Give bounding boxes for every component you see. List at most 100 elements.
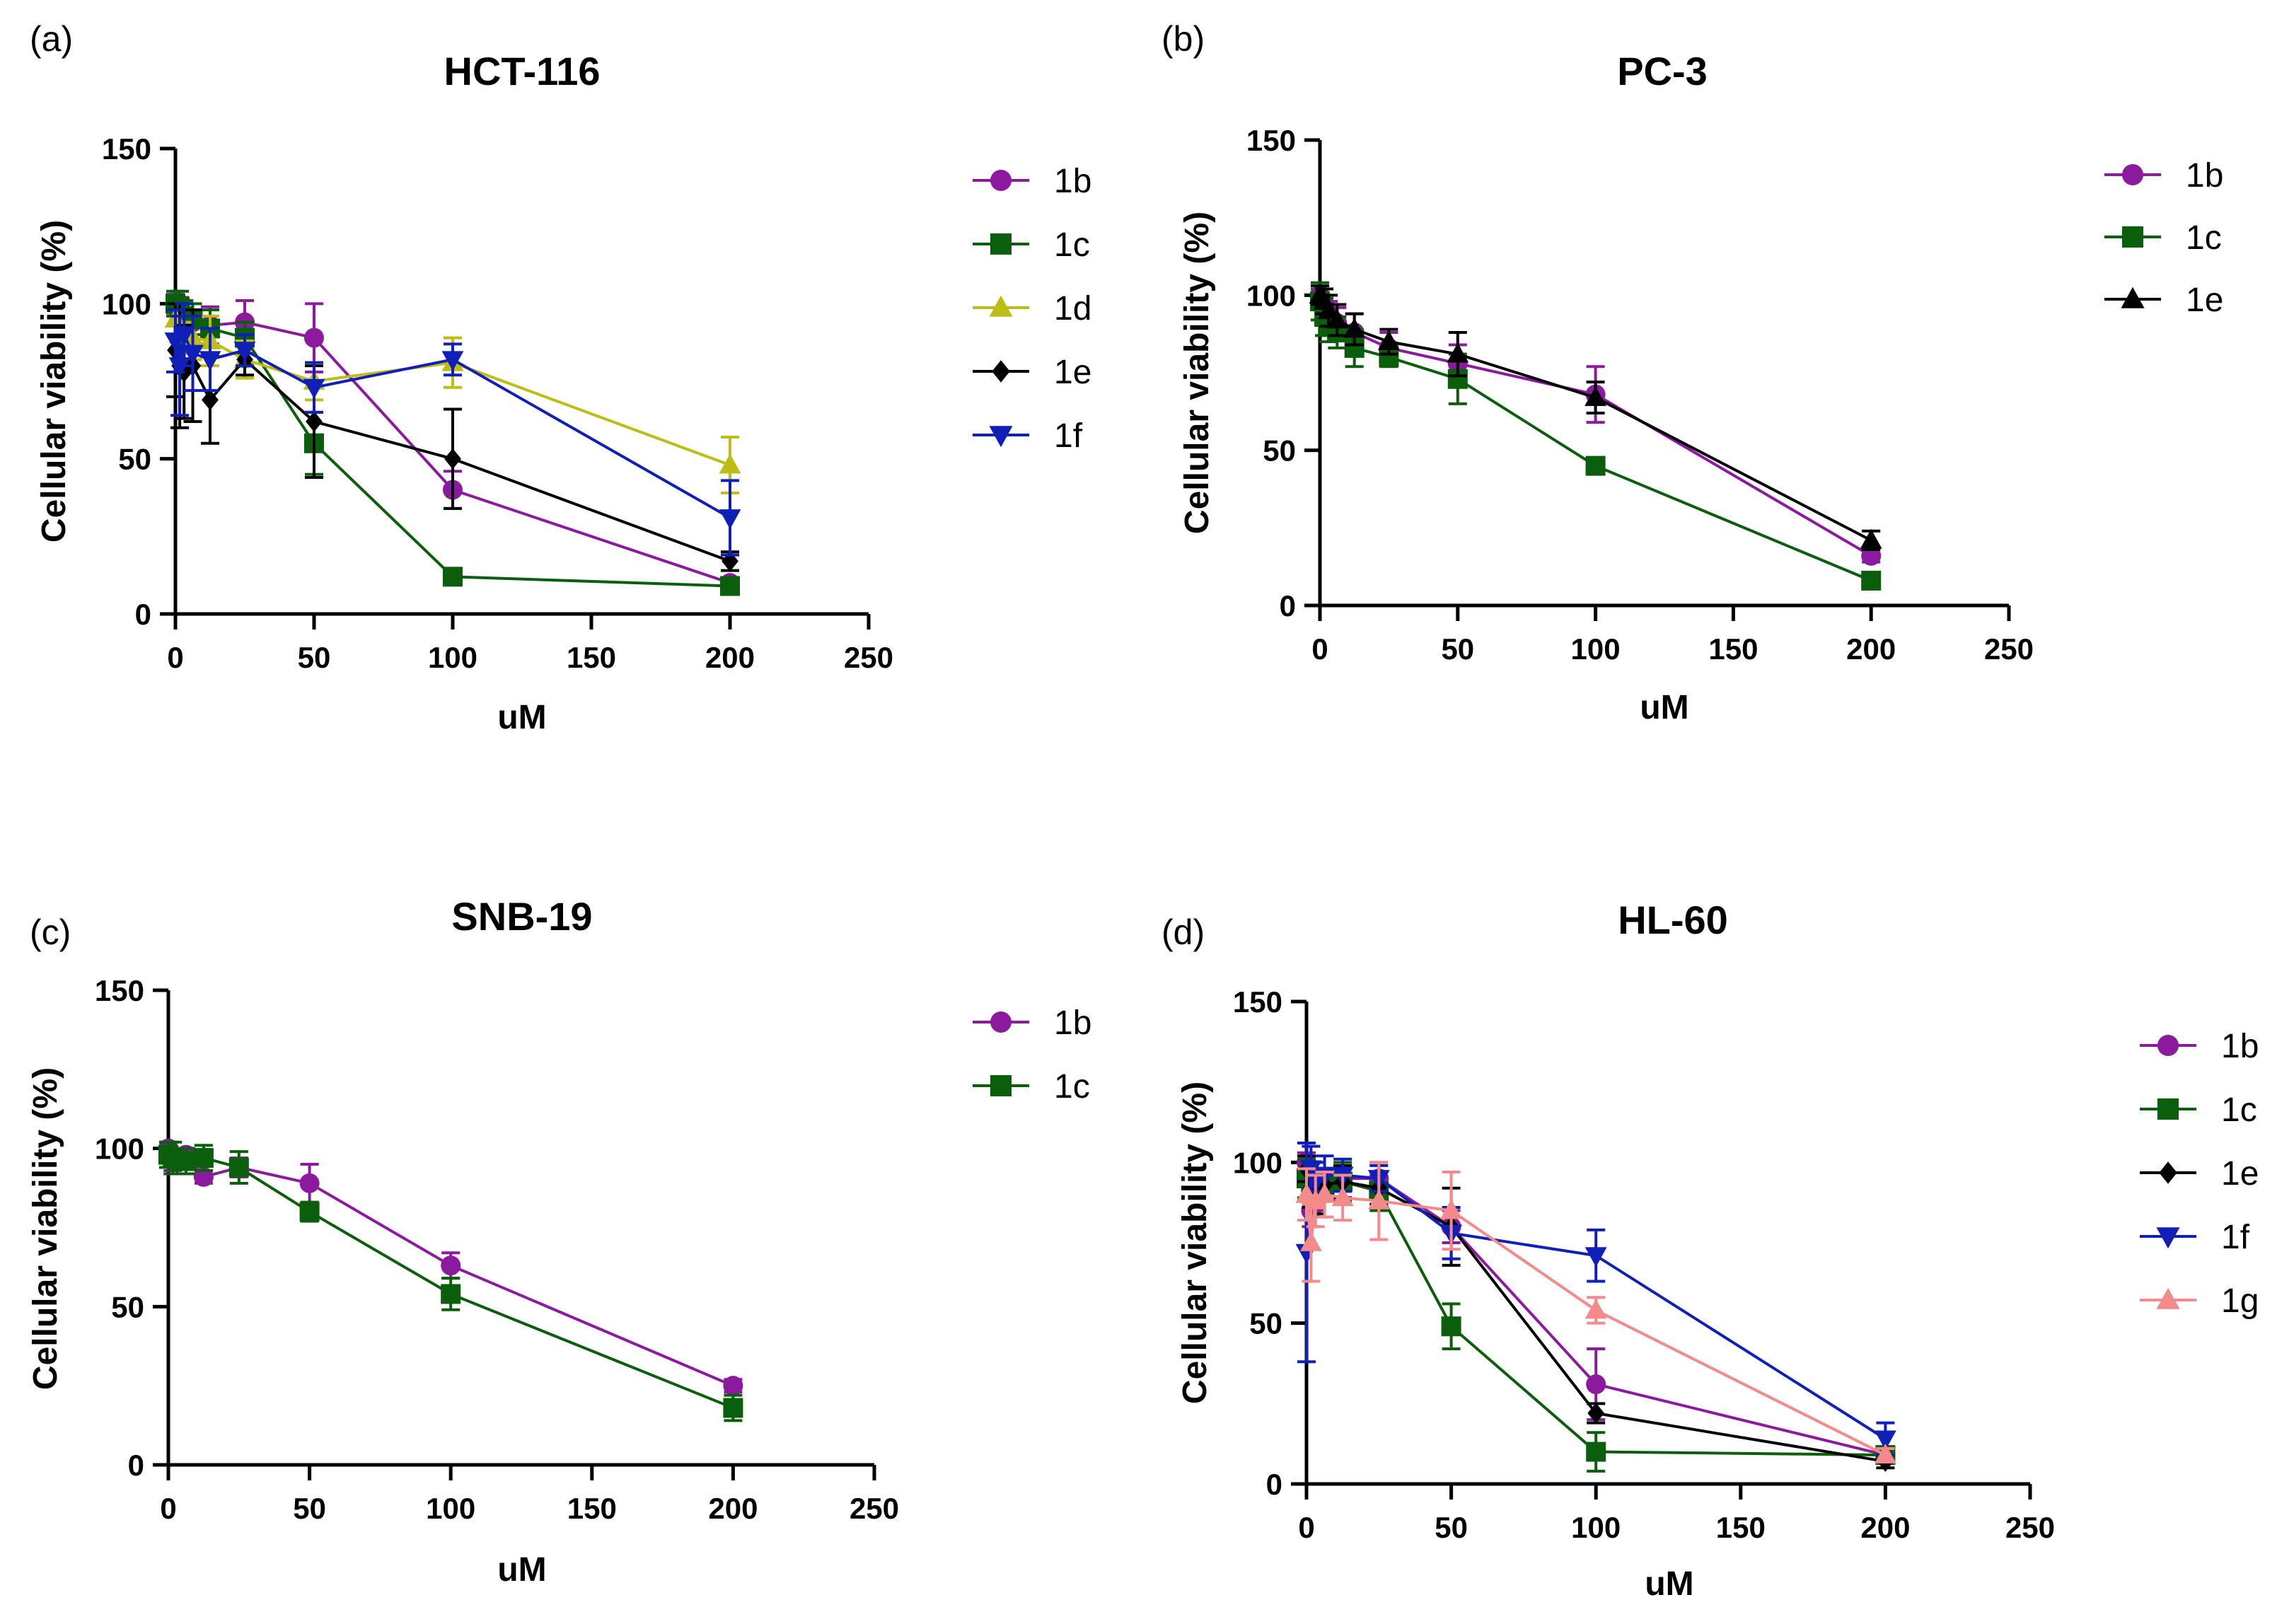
legend: 1b 1c xyxy=(973,1004,1091,1106)
legend-item-1c: 1c xyxy=(2140,1091,2257,1129)
data-point-1g-shape xyxy=(1875,1443,1896,1463)
legend-item-1e: 1e xyxy=(973,354,1091,391)
y-tick-label: 150 xyxy=(1246,124,1296,157)
data-point-1b xyxy=(1586,1374,1606,1395)
data-point-1b-shape xyxy=(441,1255,461,1276)
legend-marker-1b-shape xyxy=(990,1011,1012,1033)
legend-item-1b: 1b xyxy=(2140,1028,2259,1065)
legend-item-1c: 1c xyxy=(2104,219,2222,257)
y-tick-label: 0 xyxy=(1266,1468,1282,1501)
data-point-1e xyxy=(1447,342,1469,363)
data-point-1f-shape xyxy=(303,378,325,399)
y-tick-label: 0 xyxy=(128,1449,144,1482)
data-point-1e-shape xyxy=(1326,308,1348,329)
data-point-1g-shape xyxy=(1304,1189,1327,1210)
x-tick-label: 200 xyxy=(708,1492,758,1525)
y-tick-label: 100 xyxy=(102,287,151,320)
data-point-1c-shape xyxy=(299,1202,320,1222)
data-point-1f xyxy=(173,326,195,347)
legend-marker-1b xyxy=(990,1011,1012,1033)
data-point-1f xyxy=(182,344,204,365)
data-point-1c-shape xyxy=(443,567,463,587)
y-tick-label: 150 xyxy=(1233,985,1282,1019)
y-axis-label: Cellular viability (%) xyxy=(1176,1081,1214,1404)
chart-title: SNB-19 xyxy=(451,894,592,939)
data-point-1f-shape xyxy=(441,351,464,371)
x-tick-label: 50 xyxy=(293,1492,326,1525)
panel-label: (c) xyxy=(30,912,71,952)
x-tick-label: 150 xyxy=(567,641,616,674)
data-point-1g xyxy=(1440,1199,1462,1219)
series-1c xyxy=(158,1140,743,1422)
legend-marker-1e-shape xyxy=(992,360,1010,383)
legend-marker-1f-shape xyxy=(989,426,1013,448)
x-axis-label: uM xyxy=(1640,689,1688,726)
data-point-1f-shape xyxy=(719,509,741,530)
x-tick-label: 50 xyxy=(1441,632,1474,666)
legend-marker-1c-shape xyxy=(990,233,1012,255)
legend-label: 1b xyxy=(2221,1028,2259,1065)
x-tick-label: 0 xyxy=(167,641,183,674)
legend-label: 1b xyxy=(2186,157,2223,195)
data-point-1b-shape xyxy=(723,1376,743,1396)
data-point-1f-shape xyxy=(1875,1430,1896,1451)
data-point-1c xyxy=(723,1398,743,1418)
legend-label: 1c xyxy=(2221,1091,2257,1129)
data-point-1b-shape xyxy=(304,327,324,348)
data-point-1c-shape xyxy=(175,1151,196,1171)
y-tick-label: 150 xyxy=(95,974,144,1007)
y-tick-label: 0 xyxy=(135,598,151,631)
legend-label: 1e xyxy=(2186,282,2223,319)
legend-marker-1d xyxy=(989,295,1013,317)
y-tick-label: 50 xyxy=(111,1290,144,1323)
y-axis-label: Cellular viability (%) xyxy=(1178,211,1216,534)
data-point-1b xyxy=(304,327,324,348)
legend-item-1e: 1e xyxy=(2104,282,2223,319)
data-point-1f-shape xyxy=(199,351,221,371)
legend-marker-1g xyxy=(2156,1287,2180,1309)
data-point-1f xyxy=(303,378,325,399)
x-tick-label: 0 xyxy=(1311,632,1328,666)
legend: 1b 1c 1e 1f 1g xyxy=(2140,1028,2259,1320)
data-point-1c-shape xyxy=(723,1398,743,1418)
x-tick-label: 200 xyxy=(1846,632,1896,666)
legend-marker-1f xyxy=(2156,1227,2180,1249)
data-point-1e xyxy=(306,411,323,432)
data-point-1c xyxy=(1441,1316,1461,1337)
data-point-1c xyxy=(720,576,740,596)
legend-label: 1b xyxy=(1054,163,1091,200)
y-axis-label: Cellular viability (%) xyxy=(35,220,73,543)
data-point-1e-shape xyxy=(1378,330,1400,351)
legend-item-1b: 1b xyxy=(973,1004,1091,1042)
chart-panel-1: (a) HCT-116 0 50 100 150 0 50 100 150 200 250 uM Cell… xyxy=(30,19,1091,736)
data-point-1f xyxy=(233,342,256,362)
legend-marker-1c-shape xyxy=(2157,1098,2179,1120)
series-1f xyxy=(164,302,741,557)
x-tick-label: 0 xyxy=(160,1492,176,1525)
x-axis-label: uM xyxy=(497,1551,546,1589)
chart-title: HCT-116 xyxy=(444,49,601,93)
legend-item-1f: 1f xyxy=(2140,1219,2250,1256)
legend-marker-1e-shape xyxy=(2159,1161,2177,1184)
data-point-1f-shape xyxy=(1584,1247,1607,1268)
legend-item-1c: 1c xyxy=(973,226,1090,264)
series-line-1b xyxy=(1319,294,1872,557)
panel-label: (d) xyxy=(1161,912,1205,952)
data-point-1c xyxy=(175,1151,196,1171)
data-point-1g-shape xyxy=(1584,1299,1607,1319)
data-point-1f xyxy=(719,509,741,530)
x-tick-label: 200 xyxy=(1860,1511,1910,1544)
data-point-1e xyxy=(202,389,219,411)
data-point-1c xyxy=(1585,456,1606,476)
y-tick-label: 100 xyxy=(95,1132,144,1166)
data-point-1f xyxy=(199,351,221,371)
data-point-1g xyxy=(1584,1299,1607,1319)
x-tick-label: 250 xyxy=(1984,632,2034,666)
data-point-1g-shape xyxy=(1367,1189,1390,1210)
legend-label: 1e xyxy=(1054,354,1091,391)
panel-label: (b) xyxy=(1161,19,1205,59)
data-point-1f-shape xyxy=(173,326,195,347)
data-point-1e xyxy=(1317,299,1340,320)
legend-label: 1c xyxy=(1054,226,1090,264)
